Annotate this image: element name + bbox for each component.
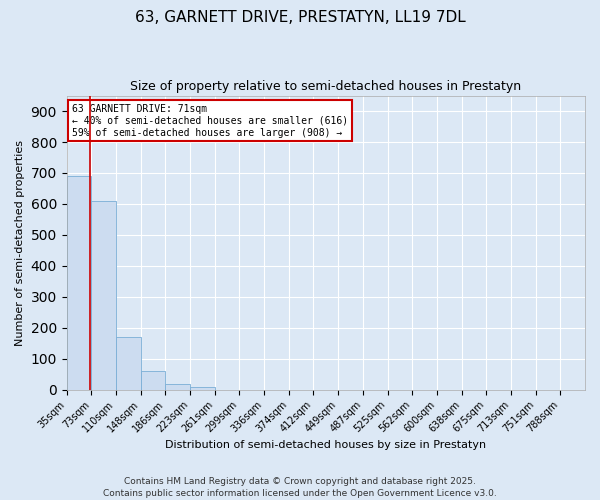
Bar xyxy=(116,337,141,390)
Bar xyxy=(166,384,190,390)
Text: 63, GARNETT DRIVE, PRESTATYN, LL19 7DL: 63, GARNETT DRIVE, PRESTATYN, LL19 7DL xyxy=(134,10,466,25)
Bar xyxy=(91,201,116,390)
Bar xyxy=(141,371,166,390)
Title: Size of property relative to semi-detached houses in Prestatyn: Size of property relative to semi-detach… xyxy=(130,80,521,93)
Text: Contains HM Land Registry data © Crown copyright and database right 2025.
Contai: Contains HM Land Registry data © Crown c… xyxy=(103,476,497,498)
X-axis label: Distribution of semi-detached houses by size in Prestatyn: Distribution of semi-detached houses by … xyxy=(165,440,487,450)
Bar xyxy=(67,176,91,390)
Bar xyxy=(190,386,215,390)
Y-axis label: Number of semi-detached properties: Number of semi-detached properties xyxy=(15,140,25,346)
Text: 63 GARNETT DRIVE: 71sqm
← 40% of semi-detached houses are smaller (616)
59% of s: 63 GARNETT DRIVE: 71sqm ← 40% of semi-de… xyxy=(72,104,348,138)
